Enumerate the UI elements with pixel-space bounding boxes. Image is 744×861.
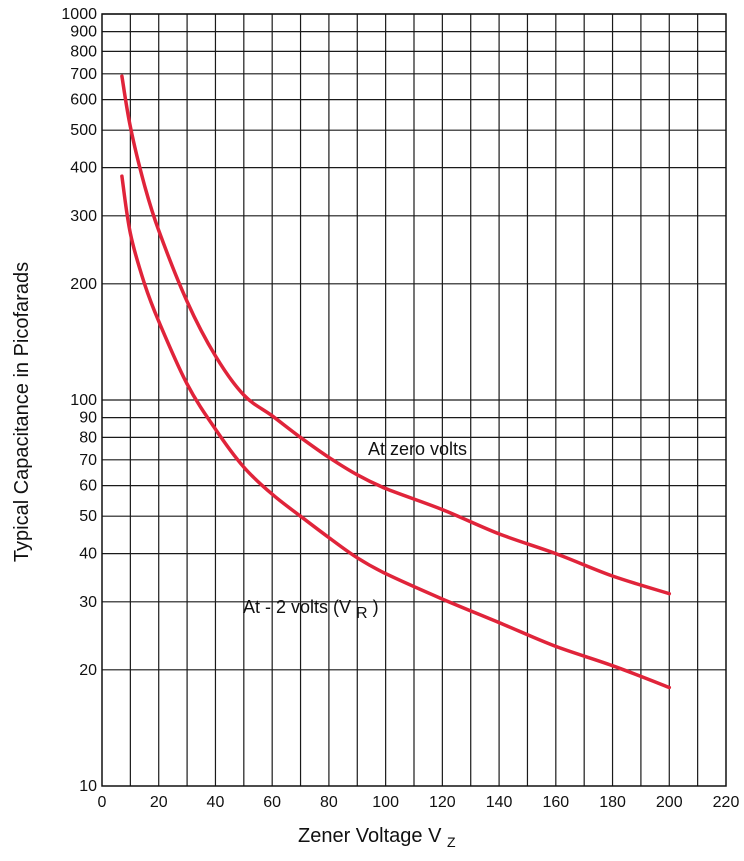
y-tick-label: 20 [79,662,97,679]
x-tick-label: 220 [713,794,740,811]
y-tick-label: 100 [70,392,97,409]
series-line-minus-2-volts [120,174,672,690]
x-tick-label: 20 [150,794,168,811]
grid [101,13,727,787]
x-tick-label: 100 [372,794,399,811]
y-tick-label: 200 [70,276,97,293]
series-label-suffix: ) [373,597,379,617]
y-tick-label: 80 [79,429,97,446]
x-tick-label: 180 [599,794,626,811]
x-tick-label: 0 [98,794,107,811]
series-label-subscript: R [356,605,368,622]
x-axis-title: Zener Voltage V Z [298,825,456,850]
y-tick-label: 40 [79,546,97,563]
y-tick-label: 400 [70,160,97,177]
series-label-zero-volts: At zero volts [368,439,467,459]
y-axis-title: Typical Capacitance in Picofarads [11,262,33,562]
y-tick-label: 900 [70,24,97,41]
x-tick-label: 160 [542,794,569,811]
y-tick-label: 300 [70,208,97,225]
curves [120,74,672,690]
plot-frame [101,13,727,787]
y-tick-label: 90 [79,410,97,427]
x-tick-label: 60 [263,794,281,811]
y-tick-label: 60 [79,478,97,495]
y-tick-label: 1000 [61,6,97,23]
y-tick-label: 600 [70,92,97,109]
x-tick-label: 120 [429,794,456,811]
x-tick-label: 200 [656,794,683,811]
y-tick-label: 50 [79,508,97,525]
y-tick-label: 800 [70,43,97,60]
series-line-zero-volts [120,74,672,596]
series-label-minus-2-volts: At - 2 volts (V R ) [243,597,379,622]
y-tick-label: 70 [79,452,97,469]
y-tick-label: 500 [70,122,97,139]
series-label-main: At - 2 volts (V [243,597,351,617]
y-tick-label: 30 [79,594,97,611]
x-tick-label: 80 [320,794,338,811]
tick-labels: 0 20 40 60 80 100 120 140 160 180 200 220 10 20 30 40 50… [61,6,739,811]
y-tick-label: 10 [79,778,97,795]
x-tick-label: 40 [207,794,225,811]
x-axis-title-main: Zener Voltage V [298,825,442,847]
x-axis-title-subscript: Z [447,834,456,850]
y-tick-label: 700 [70,66,97,83]
x-tick-label: 140 [486,794,513,811]
